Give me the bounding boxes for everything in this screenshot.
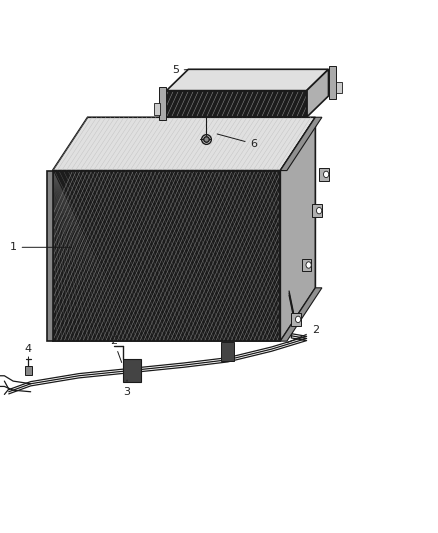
Circle shape xyxy=(317,207,322,214)
Polygon shape xyxy=(47,171,53,341)
Polygon shape xyxy=(280,288,322,341)
Polygon shape xyxy=(312,204,322,217)
Polygon shape xyxy=(53,171,280,341)
Polygon shape xyxy=(319,168,329,181)
Polygon shape xyxy=(328,66,336,99)
Bar xyxy=(53,171,280,341)
Polygon shape xyxy=(280,117,315,341)
Text: 3: 3 xyxy=(124,380,131,397)
Circle shape xyxy=(324,171,329,177)
Polygon shape xyxy=(166,69,328,91)
Text: 2: 2 xyxy=(287,326,319,343)
Text: 1: 1 xyxy=(10,243,72,252)
Polygon shape xyxy=(302,259,311,271)
Text: 5: 5 xyxy=(172,66,190,75)
Text: 6: 6 xyxy=(217,134,258,149)
Bar xyxy=(336,82,342,93)
Bar xyxy=(25,366,32,375)
Circle shape xyxy=(296,316,301,322)
Bar xyxy=(123,359,141,382)
Polygon shape xyxy=(291,313,301,326)
Bar xyxy=(166,91,307,117)
Polygon shape xyxy=(53,117,315,171)
Polygon shape xyxy=(280,117,322,171)
Bar xyxy=(221,342,234,361)
Text: 2: 2 xyxy=(110,336,122,362)
Bar xyxy=(154,103,160,115)
Circle shape xyxy=(306,262,311,268)
Polygon shape xyxy=(307,69,328,117)
Polygon shape xyxy=(159,87,166,120)
Text: 4: 4 xyxy=(25,344,32,359)
